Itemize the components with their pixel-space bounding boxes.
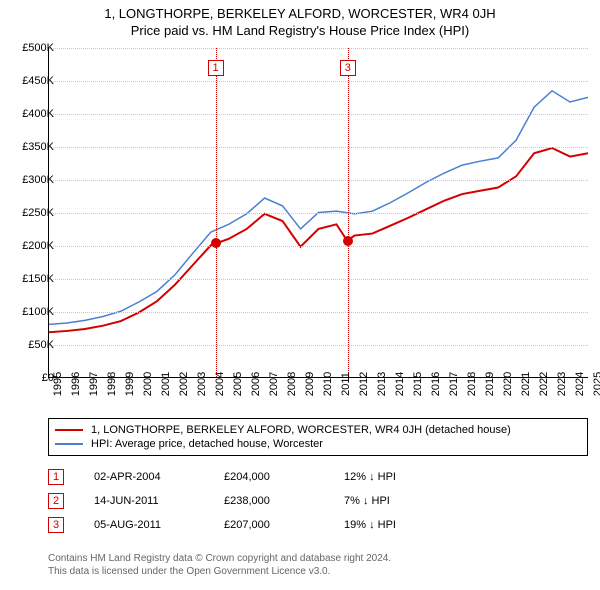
gridline-h — [49, 48, 588, 49]
chart-plot-area: 13 — [48, 48, 588, 378]
gridline-h — [49, 312, 588, 313]
x-axis-label: 2022 — [538, 372, 550, 396]
x-axis-label: 2000 — [142, 372, 154, 396]
chart-title-address: 1, LONGTHORPE, BERKELEY ALFORD, WORCESTE… — [0, 6, 600, 21]
x-axis-label: 2023 — [556, 372, 568, 396]
legend-row: HPI: Average price, detached house, Worc… — [55, 437, 581, 451]
gridline-h — [49, 114, 588, 115]
legend-row: 1, LONGTHORPE, BERKELEY ALFORD, WORCESTE… — [55, 423, 581, 437]
x-axis-label: 2019 — [484, 372, 496, 396]
x-axis-label: 2012 — [358, 372, 370, 396]
x-axis-label: 2014 — [394, 372, 406, 396]
event-vline — [216, 48, 217, 377]
x-axis-label: 2013 — [376, 372, 388, 396]
event-date: 02-APR-2004 — [94, 471, 194, 483]
event-dot-icon — [211, 238, 221, 248]
chart-footer: Contains HM Land Registry data © Crown c… — [48, 552, 391, 578]
y-axis-label: £0 — [10, 372, 54, 384]
y-axis-label: £500K — [10, 42, 54, 54]
x-axis-label: 2005 — [232, 372, 244, 396]
x-axis-label: 2024 — [574, 372, 586, 396]
legend-label: 1, LONGTHORPE, BERKELEY ALFORD, WORCESTE… — [91, 424, 511, 436]
event-price: £238,000 — [224, 495, 314, 507]
legend-label: HPI: Average price, detached house, Worc… — [91, 438, 323, 450]
event-row: 3 05-AUG-2011 £207,000 19% ↓ HPI — [48, 513, 444, 537]
y-axis-label: £100K — [10, 306, 54, 318]
x-axis-label: 2007 — [268, 372, 280, 396]
gridline-h — [49, 279, 588, 280]
legend-line-icon — [55, 429, 83, 431]
footer-line: This data is licensed under the Open Gov… — [48, 565, 391, 578]
x-axis-label: 1995 — [52, 372, 64, 396]
footer-line: Contains HM Land Registry data © Crown c… — [48, 552, 391, 565]
event-marker-icon: 3 — [340, 60, 356, 76]
event-pct: 19% ↓ HPI — [344, 519, 444, 531]
x-axis-label: 2001 — [160, 372, 172, 396]
event-marker-icon: 3 — [48, 517, 64, 533]
x-axis-label: 2011 — [340, 372, 352, 396]
series-line — [49, 148, 588, 332]
x-axis-label: 2002 — [178, 372, 190, 396]
x-axis-label: 2006 — [250, 372, 262, 396]
legend-line-icon — [55, 443, 83, 445]
gridline-h — [49, 81, 588, 82]
y-axis-label: £250K — [10, 207, 54, 219]
x-axis-label: 2010 — [322, 372, 334, 396]
x-axis-label: 1997 — [88, 372, 100, 396]
y-axis-label: £150K — [10, 273, 54, 285]
x-axis-label: 2020 — [502, 372, 514, 396]
gridline-h — [49, 213, 588, 214]
gridline-h — [49, 180, 588, 181]
x-axis-label: 2016 — [430, 372, 442, 396]
event-row: 2 14-JUN-2011 £238,000 7% ↓ HPI — [48, 489, 444, 513]
event-pct: 7% ↓ HPI — [344, 495, 444, 507]
event-row: 1 02-APR-2004 £204,000 12% ↓ HPI — [48, 465, 444, 489]
x-axis-label: 2021 — [520, 372, 532, 396]
x-axis-label: 2015 — [412, 372, 424, 396]
x-axis-label: 2018 — [466, 372, 478, 396]
x-axis-label: 2008 — [286, 372, 298, 396]
event-date: 05-AUG-2011 — [94, 519, 194, 531]
gridline-h — [49, 345, 588, 346]
y-axis-label: £400K — [10, 108, 54, 120]
events-table: 1 02-APR-2004 £204,000 12% ↓ HPI 2 14-JU… — [48, 465, 444, 537]
event-price: £207,000 — [224, 519, 314, 531]
gridline-h — [49, 246, 588, 247]
x-axis-label: 1999 — [124, 372, 136, 396]
x-axis-label: 2017 — [448, 372, 460, 396]
event-marker-icon: 2 — [48, 493, 64, 509]
event-marker-icon: 1 — [208, 60, 224, 76]
series-line — [49, 91, 588, 325]
chart-titles: 1, LONGTHORPE, BERKELEY ALFORD, WORCESTE… — [0, 0, 600, 38]
y-axis-label: £200K — [10, 240, 54, 252]
y-axis-label: £50K — [10, 339, 54, 351]
chart-title-description: Price paid vs. HM Land Registry's House … — [0, 23, 600, 38]
y-axis-label: £300K — [10, 174, 54, 186]
chart-legend: 1, LONGTHORPE, BERKELEY ALFORD, WORCESTE… — [48, 418, 588, 456]
event-date: 14-JUN-2011 — [94, 495, 194, 507]
x-axis-label: 1998 — [106, 372, 118, 396]
y-axis-label: £350K — [10, 141, 54, 153]
event-vline — [348, 48, 349, 377]
gridline-h — [49, 147, 588, 148]
event-marker-icon: 1 — [48, 469, 64, 485]
x-axis-label: 2025 — [592, 372, 600, 396]
x-axis-label: 2009 — [304, 372, 316, 396]
x-axis-label: 2003 — [196, 372, 208, 396]
x-axis-label: 2004 — [214, 372, 226, 396]
y-axis-label: £450K — [10, 75, 54, 87]
event-pct: 12% ↓ HPI — [344, 471, 444, 483]
x-axis-label: 1996 — [70, 372, 82, 396]
event-price: £204,000 — [224, 471, 314, 483]
event-dot-icon — [343, 236, 353, 246]
